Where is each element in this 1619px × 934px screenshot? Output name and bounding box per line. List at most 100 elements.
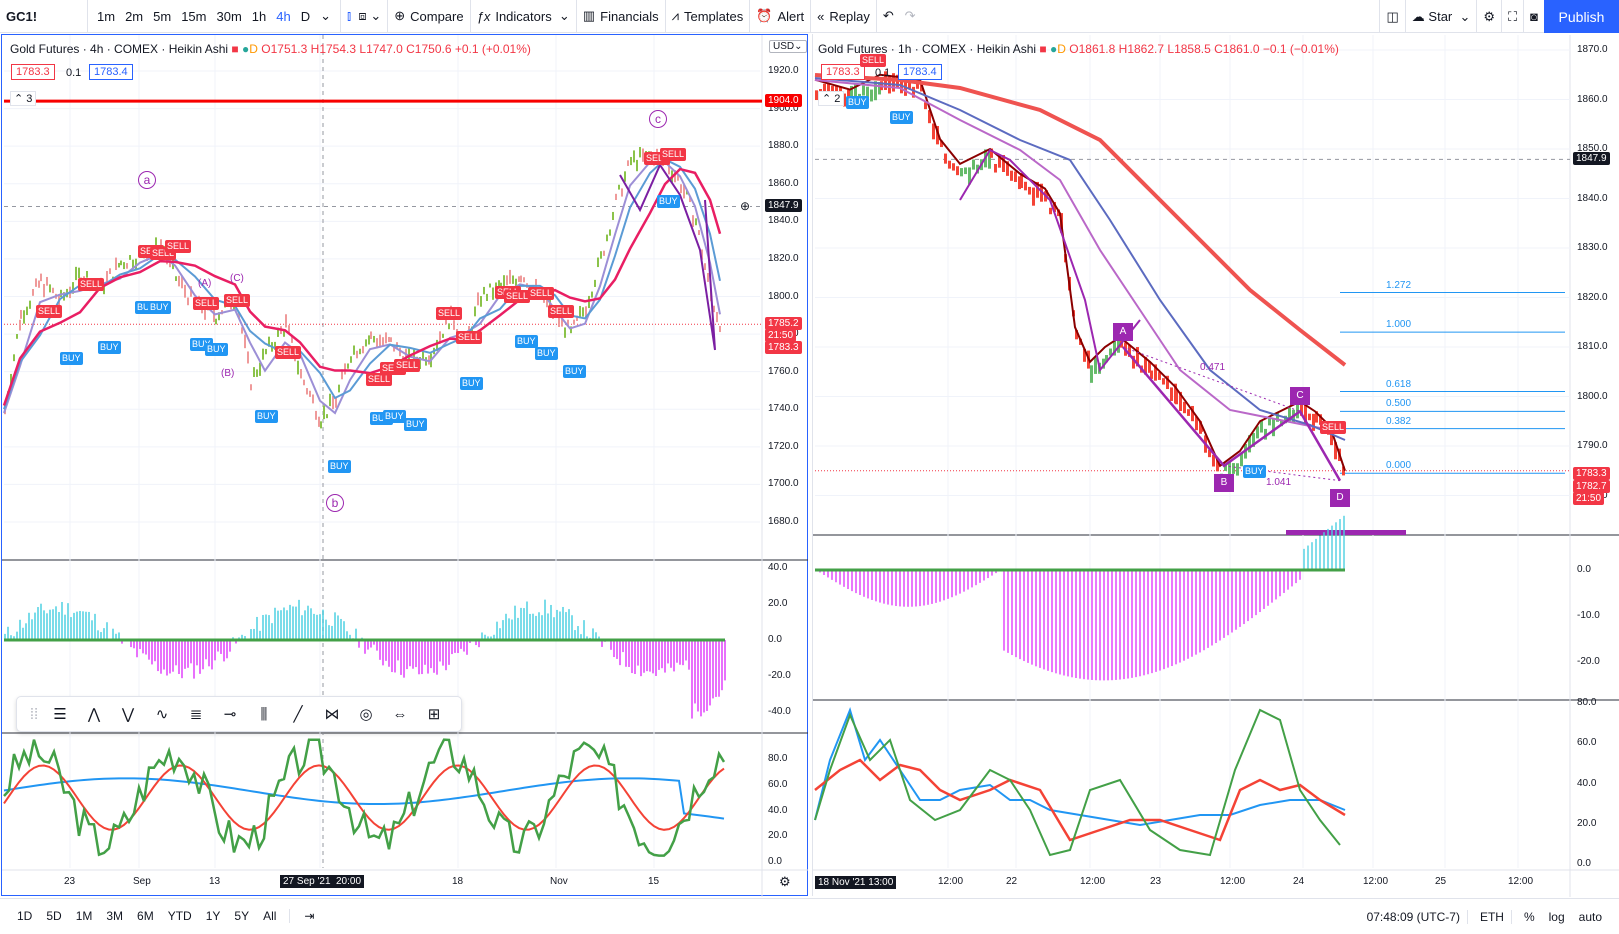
fullscreen-icon[interactable]: ⛶ <box>1502 0 1524 33</box>
financials-label: Financials <box>600 9 659 24</box>
fib-fan-icon[interactable]: ≣ <box>179 705 213 723</box>
time-tick: 12:00 <box>1508 876 1533 887</box>
trend-line-icon[interactable]: ╱ <box>281 705 315 723</box>
range-5d[interactable]: 5D <box>39 909 68 923</box>
price-tick: 1870.0 <box>1577 44 1608 55</box>
left-buy-price-box[interactable]: 1783.4 <box>89 64 133 80</box>
sell-signal: SELL <box>36 305 62 318</box>
left-title[interactable]: Gold Futures · 4h · COMEX · Heikin Ashi <box>10 42 228 56</box>
interval-15m[interactable]: 15m <box>176 9 211 24</box>
auto-button[interactable]: auto <box>1572 910 1609 924</box>
pattern-point-C: C <box>1290 387 1310 405</box>
stoch-tick: 80.0 <box>768 753 787 764</box>
drag-handle-icon[interactable]: ⁞⁞ <box>25 706 43 723</box>
range-5y[interactable]: 5Y <box>227 909 256 923</box>
interval-1h[interactable]: 1h <box>247 9 271 24</box>
redo-icon[interactable]: ↷ <box>905 8 916 24</box>
wave-label-b: b <box>326 494 344 512</box>
clock[interactable]: 07:48:09 (UTC-7) <box>1360 910 1467 924</box>
left-currency-select[interactable]: USD⌄ <box>769 40 807 53</box>
right-step: 0.1 <box>875 67 890 79</box>
right-legend: Gold Futures · 1h · COMEX · Heikin Ashi … <box>818 42 1339 56</box>
time-tick: 18 <box>452 876 463 887</box>
range-all[interactable]: All <box>256 909 283 923</box>
d-badge: D <box>1057 42 1066 56</box>
interval-5m[interactable]: 5m <box>148 9 176 24</box>
sell-signal: SELL <box>193 297 219 310</box>
goto-date-icon[interactable]: ⇥ <box>289 909 321 923</box>
right-open: O1861.8 <box>1069 42 1115 56</box>
left-sell-price-box[interactable]: 1783.3 <box>11 64 55 80</box>
crosshair-price-tag: 1847.9 <box>1573 152 1610 165</box>
layout-name-button[interactable]: ☁ Star ⌄ <box>1406 0 1478 33</box>
interval-2m[interactable]: 2m <box>120 9 148 24</box>
right-title[interactable]: Gold Futures · 1h · COMEX · Heikin Ashi <box>818 42 1036 56</box>
interval-30m[interactable]: 30m <box>211 9 246 24</box>
buy-signal: BUY <box>846 96 869 109</box>
buy-signal: BUY <box>255 410 278 423</box>
osc-tick: 40.0 <box>768 562 787 573</box>
undo-icon[interactable]: ↶ <box>883 8 894 24</box>
symbol-search[interactable]: GC1! <box>0 0 88 33</box>
buy-signal: BUY <box>205 343 228 356</box>
percent-button[interactable]: % <box>1511 910 1542 924</box>
chevron-down-icon[interactable]: ⌄ <box>315 8 336 24</box>
left-layers-toggle[interactable]: ⌃ 3 <box>10 91 36 106</box>
osc-tick: 0.0 <box>1577 564 1591 575</box>
right-change: −0.1 (−0.01%) <box>1263 42 1339 56</box>
horizontal-ray-icon[interactable]: ⊸ <box>213 705 247 723</box>
right-buy-price-box[interactable]: 1783.4 <box>898 64 942 80</box>
sell-signal: SELL <box>275 346 301 359</box>
replay-button[interactable]: «Replay <box>811 0 877 33</box>
templates-button[interactable]: ⩘Templates <box>666 0 751 33</box>
pattern-point-D: D <box>1330 489 1350 507</box>
xabcd-pattern-icon[interactable]: ⋈ <box>315 705 349 723</box>
replay-label: Replay <box>829 9 869 24</box>
interval-4h[interactable]: 4h <box>271 9 295 24</box>
camera-icon[interactable]: ◙ <box>1524 0 1544 33</box>
right-tools: ◫ ☁ Star ⌄ ⚙ ⛶ ◙ <box>1379 0 1544 33</box>
right-chart[interactable] <box>812 34 1618 896</box>
interval-1m[interactable]: 1m <box>92 9 120 24</box>
long-position-icon[interactable]: ⫼ <box>247 706 281 723</box>
layout-icon[interactable]: ◫ <box>1379 0 1405 33</box>
ratio-label: 1.041 <box>1266 477 1291 488</box>
financials-button[interactable]: ▥Financials <box>577 0 666 33</box>
fib-label: 0.382 <box>1386 416 1411 427</box>
price-tick: 1740.0 <box>768 403 799 414</box>
settings-gear-icon[interactable]: ⚙ <box>1477 0 1502 33</box>
chart-settings-gear-icon[interactable]: ⚙ <box>779 874 791 890</box>
crosshair-plus-icon[interactable]: ⊕ <box>740 199 750 213</box>
stoch-tick: 0.0 <box>1577 858 1591 869</box>
fib-spiral-icon[interactable]: ◎ <box>349 705 383 723</box>
date-range-icon[interactable]: ⊞ <box>417 705 451 723</box>
interval-d[interactable]: D <box>296 9 315 24</box>
buy-signal: BUY <box>98 341 121 354</box>
drawing-toolbar: ⁞⁞ ☰ ⋀ ⋁ ∿ ≣ ⊸ ⫼ ╱ ⋈ ◎ ⇔ ⊞ <box>16 696 462 732</box>
elliott-wave-icon[interactable]: ⋁ <box>111 705 145 723</box>
right-sell-price-box[interactable]: 1783.3 <box>821 64 865 80</box>
publish-button[interactable]: Publish <box>1544 0 1619 33</box>
range-6m[interactable]: 6M <box>130 909 161 923</box>
alert-button[interactable]: ⏰Alert <box>750 0 811 33</box>
right-layers-toggle[interactable]: ⌃ 2 <box>818 91 844 106</box>
range-1y[interactable]: 1Y <box>199 909 228 923</box>
range-1m[interactable]: 1M <box>69 909 100 923</box>
session-button[interactable]: ETH <box>1467 910 1511 924</box>
chart-type-button[interactable]: ⫾ ⧈ ⌄ <box>341 0 388 33</box>
range-3m[interactable]: 3M <box>99 909 130 923</box>
compare-button[interactable]: ⊕Compare <box>388 0 470 33</box>
fib-retracement-icon[interactable]: ☰ <box>43 705 77 723</box>
path-icon[interactable]: ∿ <box>145 705 179 723</box>
price-tick: 1790.0 <box>1577 440 1608 451</box>
d-badge: D <box>249 42 258 56</box>
wave-label-B: (B) <box>221 368 234 379</box>
price-range-icon[interactable]: ⇔ <box>383 706 417 723</box>
red-line-price-tag: 1904.0 <box>765 94 802 107</box>
abcd-pattern-icon[interactable]: ⋀ <box>77 705 111 723</box>
range-1d[interactable]: 1D <box>10 909 39 923</box>
left-chart[interactable] <box>1 34 808 896</box>
log-button[interactable]: log <box>1542 910 1572 924</box>
range-ytd[interactable]: YTD <box>161 909 199 923</box>
